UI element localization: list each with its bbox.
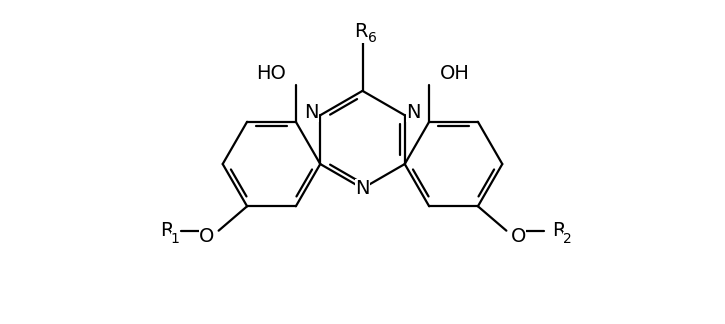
Text: OH: OH — [440, 64, 470, 83]
Text: R: R — [355, 22, 368, 41]
Text: 6: 6 — [368, 31, 376, 45]
Text: N: N — [304, 103, 319, 122]
Text: HO: HO — [257, 64, 286, 83]
Text: 1: 1 — [171, 232, 180, 246]
Text: O: O — [511, 226, 526, 246]
Text: O: O — [199, 226, 214, 246]
Text: R: R — [552, 221, 566, 240]
Text: R: R — [160, 221, 173, 240]
Text: 2: 2 — [563, 232, 572, 246]
Text: N: N — [406, 103, 420, 122]
Text: N: N — [355, 179, 370, 198]
